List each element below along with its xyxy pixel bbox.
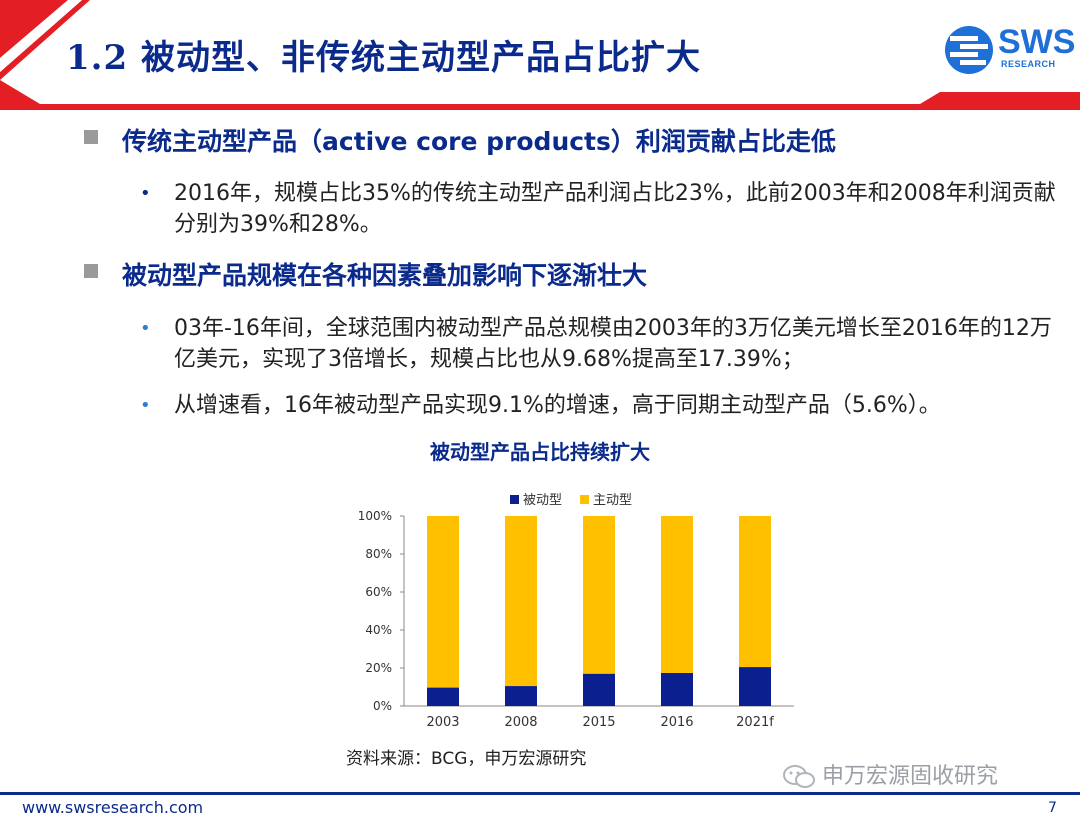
source-note: 资料来源：BCG，申万宏源研究	[346, 749, 587, 769]
x-tick-label: 2016	[660, 715, 693, 730]
sws-logo: SWS RESEARCH	[944, 23, 1078, 78]
y-tick-label: 100%	[358, 509, 392, 523]
section-heading: 传统主动型产品（active core products）利润贡献占比走低	[84, 122, 836, 158]
square-bullet-icon	[84, 264, 98, 278]
y-tick-label: 40%	[365, 623, 392, 637]
legend-swatch	[510, 495, 519, 504]
header-decoration	[0, 0, 1080, 110]
page-number: 7	[1048, 800, 1057, 816]
stacked-bar-chart: 0% 20% 40% 60% 80% 100% 2003 2008 2015 2016 2021f 被…	[358, 493, 794, 730]
slide-header: 1.2 被动型、非传统主动型产品占比扩大 SWS RESEARCH	[0, 0, 1080, 110]
bullet-dot-icon: •	[140, 183, 151, 204]
bar-segment	[505, 686, 537, 706]
bullet-item: • 从增速看，16年被动型产品实现9.1%的增速，高于同期主动型产品（5.6%）…	[140, 390, 1060, 421]
section-heading: 被动型产品规模在各种因素叠加影响下逐渐壮大	[84, 256, 647, 292]
bar-segment	[661, 672, 693, 706]
bullet-dot-icon: •	[140, 318, 151, 339]
bullet-item: • 03年-16年间，全球范围内被动型产品总规模由2003年的3万亿美元增长至2…	[140, 313, 1060, 375]
bullet-dot-icon: •	[140, 395, 151, 416]
bar-segment	[583, 673, 615, 706]
legend-swatch	[580, 495, 589, 504]
logo-subtext: RESEARCH	[1001, 59, 1056, 69]
sws-logo-icon	[945, 26, 993, 74]
y-tick-label: 0%	[373, 699, 392, 713]
bar-segment	[661, 516, 693, 673]
y-tick-label: 20%	[365, 661, 392, 675]
bar-segment	[583, 516, 615, 674]
bar-segment	[505, 516, 537, 687]
chart-title: 被动型产品占比持续扩大	[430, 440, 650, 464]
x-tick-label: 2008	[504, 715, 537, 730]
y-tick-label: 60%	[365, 585, 392, 599]
legend-label: 被动型	[523, 493, 562, 508]
square-bullet-icon	[84, 130, 98, 144]
slide-title: 1.2 被动型、非传统主动型产品占比扩大	[66, 38, 701, 78]
bullet-text: 2016年，规模占比35%的传统主动型产品利润占比23%，此前2003年和200…	[174, 181, 1056, 237]
section-heading-text: 传统主动型产品（active core products）利润贡献占比走低	[122, 127, 836, 156]
footer-url[interactable]: www.swsresearch.com	[22, 798, 204, 817]
bar-segment	[427, 687, 459, 706]
bullet-text: 03年-16年间，全球范围内被动型产品总规模由2003年的3万亿美元增长至201…	[174, 316, 1052, 372]
watermark: 申万宏源固收研究	[782, 758, 998, 790]
bullet-item: • 2016年，规模占比35%的传统主动型产品利润占比23%，此前2003年和2…	[140, 178, 1060, 240]
bullet-text: 从增速看，16年被动型产品实现9.1%的增速，高于同期主动型产品（5.6%）。	[174, 393, 941, 418]
x-tick-label: 2015	[582, 715, 615, 730]
x-tick-label: 2003	[426, 715, 459, 730]
logo-wordmark: SWS	[998, 23, 1076, 61]
section-heading-text: 被动型产品规模在各种因素叠加影响下逐渐壮大	[122, 261, 648, 290]
bar-segment	[739, 516, 771, 668]
footer-divider	[0, 792, 1080, 795]
wechat-icon	[783, 765, 815, 788]
y-tick-label: 80%	[365, 547, 392, 561]
watermark-text: 申万宏源固收研究	[822, 764, 999, 789]
legend-label: 主动型	[593, 493, 632, 508]
x-tick-label: 2021f	[736, 715, 774, 730]
bar-segment	[739, 667, 771, 706]
bar-segment	[427, 516, 459, 688]
